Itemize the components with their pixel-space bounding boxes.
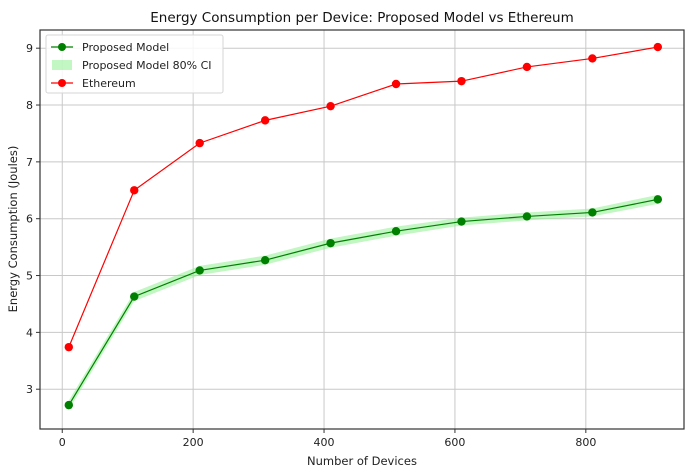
data-point-proposed-model [64, 400, 73, 410]
x-tick-label: 600 [444, 436, 465, 449]
legend-label: Ethereum [82, 77, 136, 90]
data-point-ethereum [64, 342, 73, 352]
legend: Proposed Model Proposed Model 80% CI Ether… [45, 34, 224, 94]
y-tick-label: 4 [26, 326, 33, 339]
data-point-proposed-model [522, 212, 532, 221]
data-point-ethereum [588, 54, 597, 63]
data-point-proposed-model [130, 292, 139, 301]
x-tick-label: 0 [59, 436, 66, 449]
y-tick-label: 6 [26, 213, 33, 226]
y-tick-label: 7 [26, 156, 33, 169]
series-line-proposed-model [68, 198, 658, 406]
data-point-ethereum [195, 138, 204, 148]
x-tick-label: 400 [314, 436, 335, 449]
x-axis-ticks: 0 200 400 600 800 [59, 429, 596, 449]
data-point-proposed-model [391, 227, 401, 236]
y-tick-label: 3 [26, 383, 33, 396]
plot-frame [39, 29, 685, 430]
data-point-proposed-model [653, 195, 663, 204]
data-point-proposed-model [326, 238, 335, 248]
x-tick-label: 200 [183, 436, 204, 449]
x-tick-label: 800 [575, 436, 596, 449]
legend-label: Proposed Model [82, 41, 169, 54]
data-point-proposed-model [260, 255, 270, 265]
ci-band-layer [68, 194, 658, 410]
data-point-ethereum [260, 116, 270, 125]
data-point-ethereum [391, 79, 401, 89]
legend-swatch-patch [52, 60, 72, 70]
y-tick-label: 5 [26, 270, 33, 283]
data-point-proposed-model [588, 208, 597, 217]
series-line-ethereum [68, 46, 658, 348]
y-tick-label: 9 [26, 42, 33, 55]
y-axis-label: Energy Consumption (Joules) [6, 146, 20, 313]
legend-swatch-marker [58, 79, 66, 87]
ci-band [68, 194, 658, 410]
legend-box [45, 34, 224, 94]
legend-label: Proposed Model 80% CI [82, 59, 212, 72]
chart-title: Energy Consumption per Device: Proposed … [150, 10, 574, 26]
data-point-ethereum [522, 62, 532, 72]
legend-swatch-marker [58, 43, 66, 51]
x-axis-label: Number of Devices [307, 454, 417, 468]
data-point-proposed-model [457, 217, 466, 226]
y-tick-label: 8 [26, 99, 33, 112]
data-point-ethereum [457, 76, 466, 86]
data-point-ethereum [653, 42, 663, 52]
data-point-ethereum [326, 101, 335, 111]
data-point-proposed-model [195, 266, 204, 275]
data-point-ethereum [130, 186, 139, 195]
y-axis-ticks: 3 4 5 6 7 8 9 [26, 42, 40, 396]
series-layer [64, 42, 663, 410]
